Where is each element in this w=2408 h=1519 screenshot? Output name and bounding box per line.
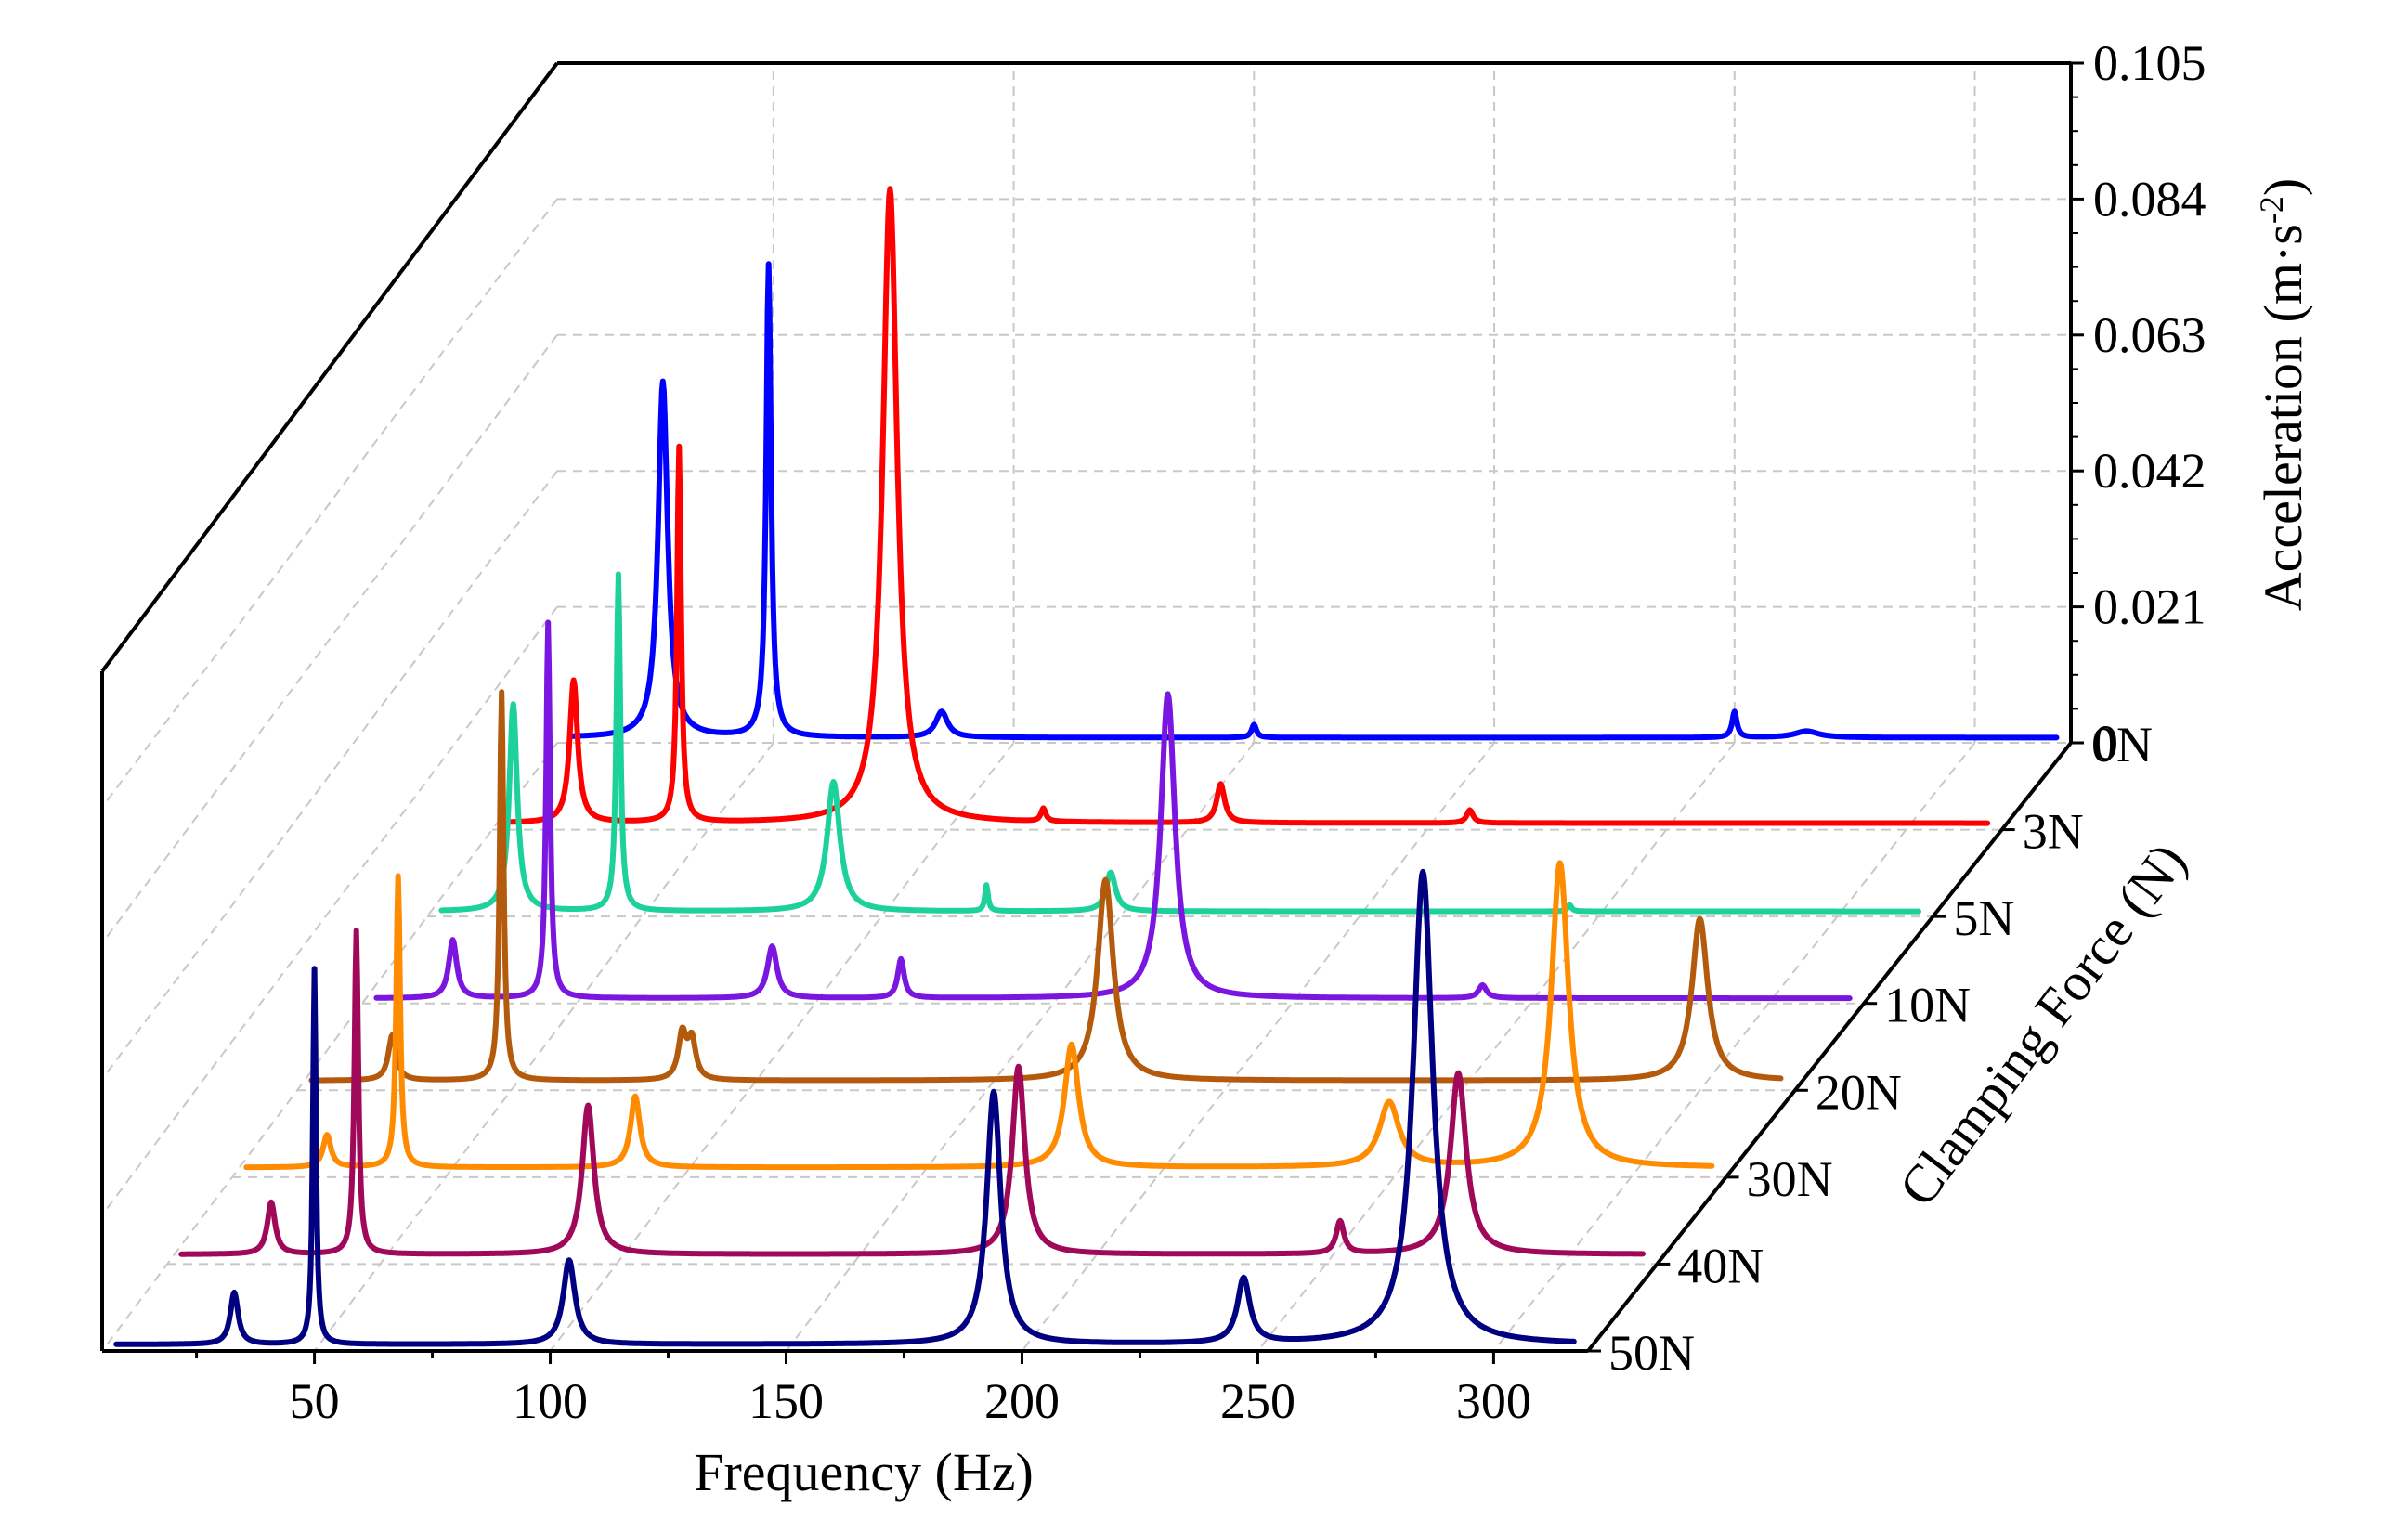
depth-tick-label: 3N xyxy=(2023,804,2084,860)
series-line-20n xyxy=(308,689,1784,1084)
depth-axis-line xyxy=(1586,741,2073,1353)
z-tick-label: 0.084 xyxy=(2093,171,2206,227)
depth-tick-label: 0N xyxy=(2091,717,2153,772)
x-tick-label: 50 xyxy=(290,1373,340,1429)
grid-line-side-z xyxy=(101,334,558,944)
z-tick-label: 0.105 xyxy=(2093,35,2206,91)
acceleration-axis-title-superscript: -2 xyxy=(2253,196,2290,224)
series-line-50n xyxy=(113,868,1577,1347)
acceleration-axis-title: Acceleration (m·s-2) xyxy=(2253,178,2313,611)
depth-tick-label: 20N xyxy=(1816,1064,1902,1120)
depth-tick-label: 30N xyxy=(1747,1151,1833,1207)
acceleration-axis-title-main: Acceleration (m·s xyxy=(2253,224,2313,611)
grid-line-floor-x xyxy=(1021,742,1495,1352)
series-line-10n xyxy=(373,619,1853,1002)
top-left-edge xyxy=(100,61,559,673)
x-tick-label: 250 xyxy=(1220,1373,1295,1429)
z-tick-label: 0.042 xyxy=(2093,443,2206,499)
series-line-0n xyxy=(568,261,2060,741)
grid-line-side-z xyxy=(101,470,558,1080)
depth-tick-label: 40N xyxy=(1677,1238,1764,1293)
x-tick-label: 300 xyxy=(1456,1373,1531,1429)
series-layer xyxy=(113,186,2060,1347)
acceleration-axis-title-end: ) xyxy=(2253,178,2313,196)
z-tick-label: 0 xyxy=(2093,715,2118,771)
series-line-3n xyxy=(503,186,1991,826)
grid-line-side-z xyxy=(101,742,558,1352)
x-tick-label: 200 xyxy=(984,1373,1060,1429)
grid-line-side-z xyxy=(101,606,558,1216)
grid-line-side-z xyxy=(101,198,558,808)
grid-line-floor-x xyxy=(1492,742,1976,1352)
depth-tick-label: 10N xyxy=(1884,978,1971,1033)
x-axis-title: Frequency (Hz) xyxy=(694,1442,1034,1502)
x-tick-label: 100 xyxy=(513,1373,588,1429)
z-tick-label: 0.021 xyxy=(2093,579,2206,635)
depth-tick-label: 5N xyxy=(1953,890,2014,946)
depth-tick-label: 50N xyxy=(1608,1325,1695,1381)
grid-line-floor-x xyxy=(549,742,1015,1352)
grid-line-floor-x xyxy=(785,742,1256,1352)
grid-line-floor-x xyxy=(313,742,774,1352)
x-tick-label: 150 xyxy=(748,1373,824,1429)
axes-frame xyxy=(100,61,2084,1364)
tick-label-layer: 50 100 150 200 250 300 0 0.021 0.042 0.063 0.084 0.… xyxy=(290,35,2206,1429)
z-tick-label: 0.063 xyxy=(2093,307,2206,363)
grid-line-floor-x xyxy=(1256,742,1736,1352)
